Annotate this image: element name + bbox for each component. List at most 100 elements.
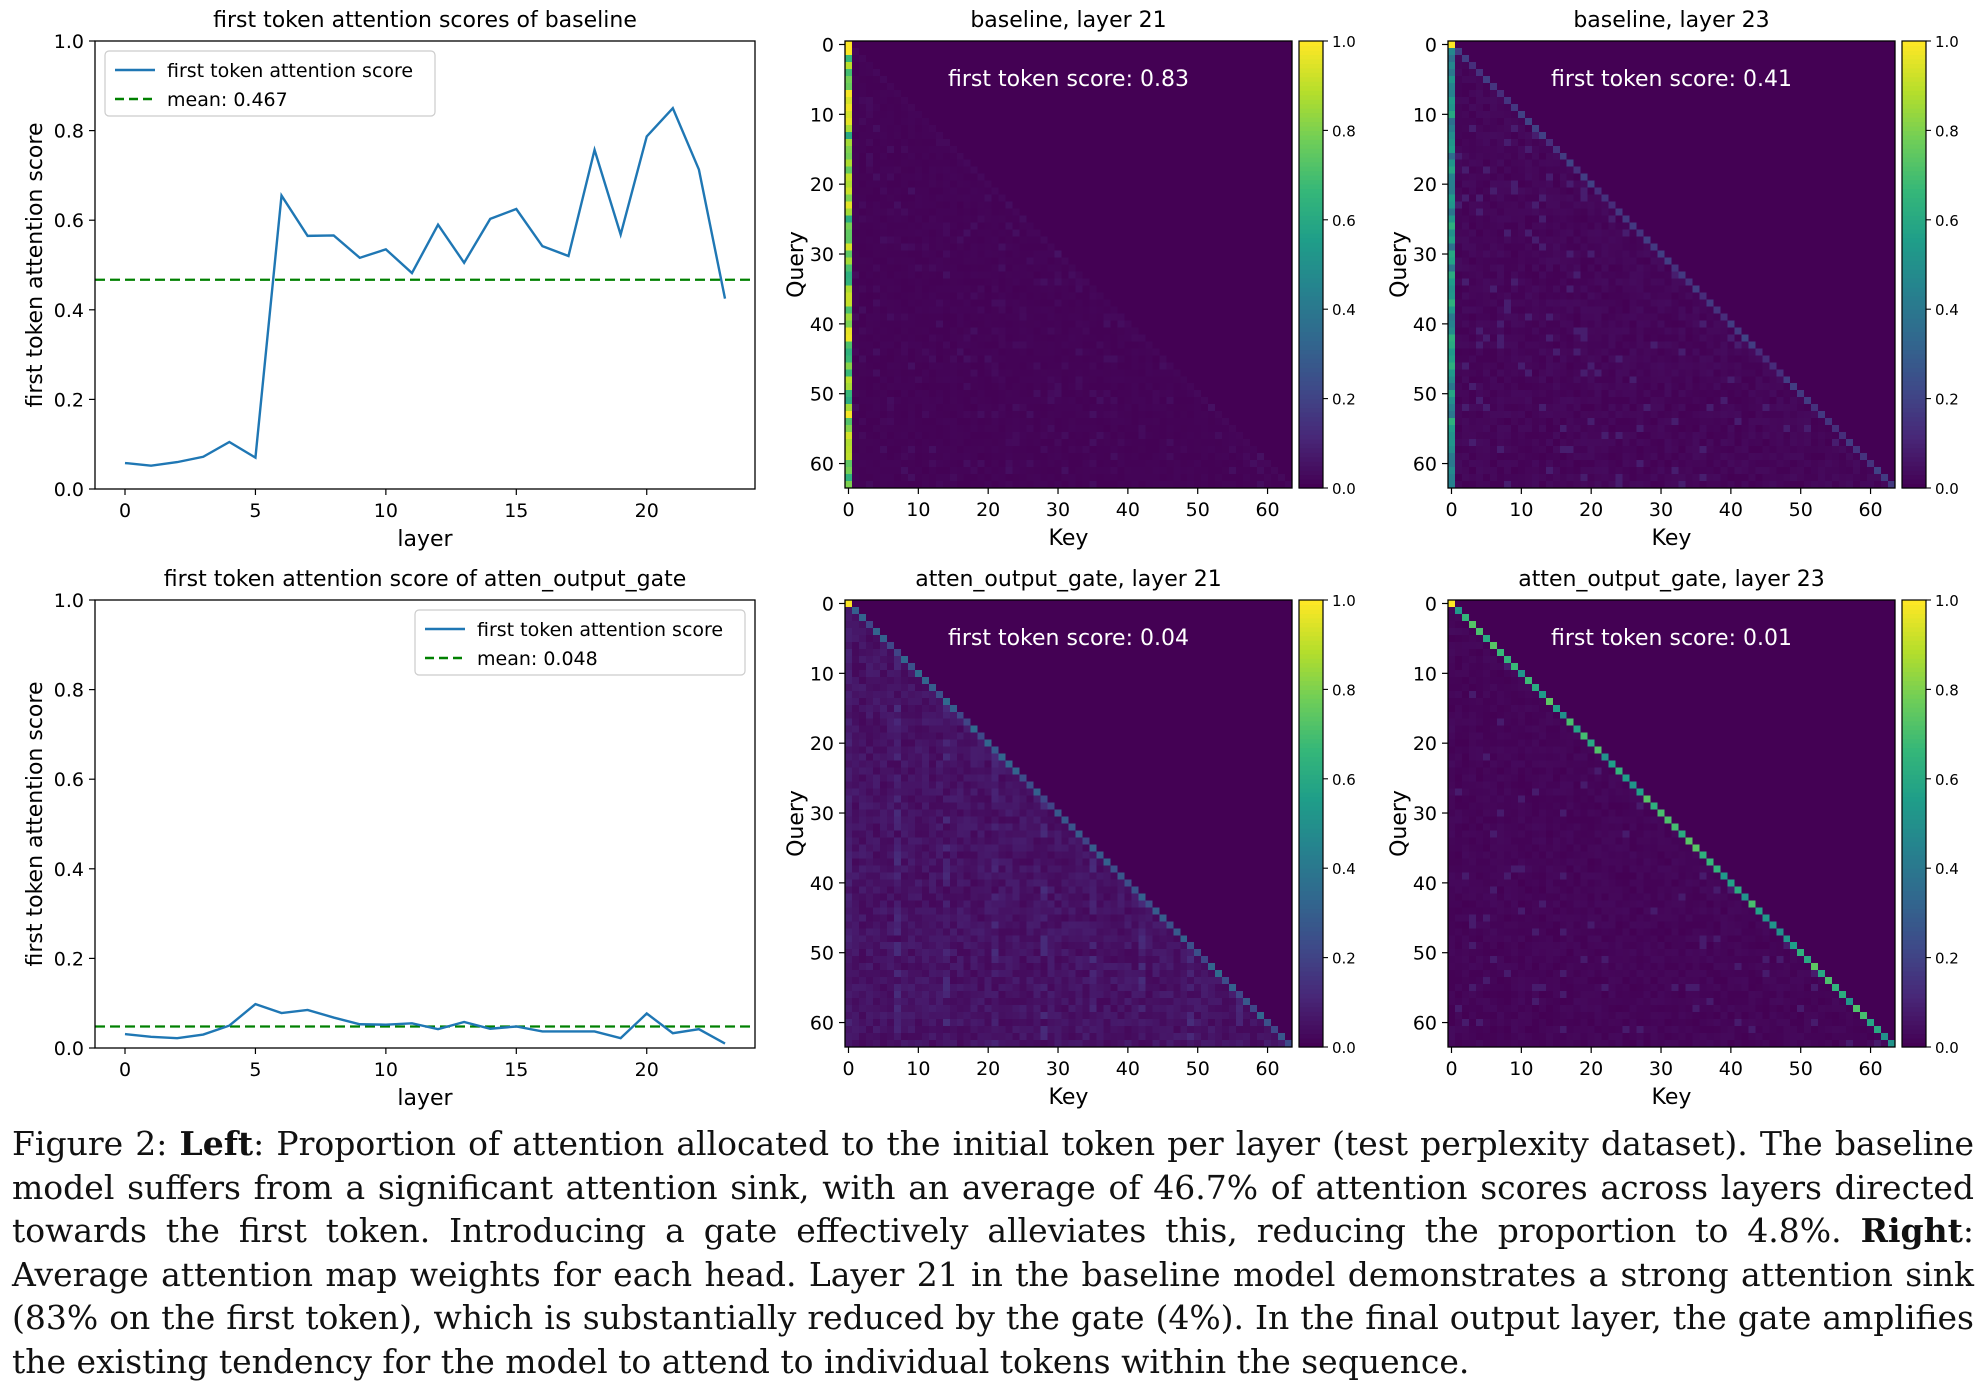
heatmap-cell: [880, 230, 887, 237]
heatmap-cell: [1013, 104, 1020, 111]
heatmap-cell: [1173, 237, 1180, 244]
heatmap-cell: [1075, 153, 1082, 160]
heatmap-cell: [1110, 188, 1117, 195]
heatmap-cell: [1285, 160, 1292, 167]
heatmap-cell: [1166, 439, 1173, 446]
heatmap-cell: [1208, 474, 1215, 481]
heatmap-cell: [1201, 90, 1208, 97]
heatmap-cell: [1490, 76, 1497, 83]
heatmap-cell: [901, 167, 908, 174]
heatmap-cell: [1159, 418, 1166, 425]
heatmap-cell: [1250, 446, 1257, 453]
heatmap-cell: [1020, 285, 1027, 292]
heatmap-cell: [964, 362, 971, 369]
heatmap-cell: [1194, 69, 1201, 76]
heatmap-cell: [964, 355, 971, 362]
heatmap-cell: [1152, 41, 1159, 48]
heatmap-cell: [866, 306, 873, 313]
heatmap-cell: [866, 411, 873, 418]
heatmap-cell: [908, 181, 915, 188]
heatmap-cell: [894, 83, 901, 90]
heatmap-cell: [1131, 376, 1138, 383]
heatmap-cell: [1264, 55, 1271, 62]
heatmap-cell: [943, 251, 950, 258]
heatmap-cell: [1720, 111, 1727, 118]
heatmap-cell: [1062, 244, 1069, 251]
heatmap-cell: [1208, 237, 1215, 244]
heatmap-cell: [1006, 306, 1013, 313]
heatmap-cell: [1888, 48, 1895, 55]
heatmap-cell: [845, 216, 852, 223]
heatmap-cell: [985, 334, 992, 341]
heatmap-cell: [1257, 439, 1264, 446]
heatmap-cell: [1194, 90, 1201, 97]
heatmap-cell: [1145, 118, 1152, 125]
heatmap-cell: [936, 265, 943, 272]
series-line: [125, 108, 725, 466]
heatmap-cell: [908, 174, 915, 181]
heatmap-cell: [887, 320, 894, 327]
heatmap-cell: [1264, 167, 1271, 174]
heatmap-cell: [957, 181, 964, 188]
heatmap-cell: [1096, 174, 1103, 181]
heatmap-cell: [1846, 62, 1853, 69]
heatmap-cell: [1159, 146, 1166, 153]
heatmap-cell: [1159, 397, 1166, 404]
heatmap-cell: [1839, 90, 1846, 97]
heatmap-cell: [950, 453, 957, 460]
heatmap-cell: [1839, 41, 1846, 48]
heatmap-cell: [978, 104, 985, 111]
heatmap-cell: [915, 271, 922, 278]
heatmap-cell: [1250, 460, 1257, 467]
heatmap-cell: [859, 118, 866, 125]
heatmap-cell: [943, 411, 950, 418]
heatmap-cell: [992, 48, 999, 55]
heatmap-cell: [1048, 153, 1055, 160]
heatmap-cell: [1180, 481, 1187, 488]
heatmap-cell: [1222, 174, 1229, 181]
heatmap-cell: [943, 439, 950, 446]
heatmap-cell: [1257, 146, 1264, 153]
heatmap-cell: [1811, 104, 1818, 111]
heatmap-cell: [1013, 299, 1020, 306]
heatmap-cell: [1187, 195, 1194, 202]
heatmap-cell: [1027, 216, 1034, 223]
heatmap-cell: [1034, 209, 1041, 216]
heatmap-cell: [1062, 320, 1069, 327]
heatmap-cell: [1117, 132, 1124, 139]
heatmap-cell: [1062, 411, 1069, 418]
heatmap-cell: [1180, 439, 1187, 446]
heatmap-cell: [1145, 474, 1152, 481]
heatmap-cell: [1096, 111, 1103, 118]
heatmap-cell: [1145, 195, 1152, 202]
heatmap-cell: [873, 69, 880, 76]
heatmap-cell: [1166, 258, 1173, 265]
colorbar-segment: [1299, 86, 1323, 91]
heatmap-cell: [999, 48, 1006, 55]
heatmap-cell: [992, 111, 999, 118]
heatmap-cell: [964, 285, 971, 292]
heatmap-cell: [992, 460, 999, 467]
heatmap-cell: [852, 376, 859, 383]
heatmap-cell: [1166, 174, 1173, 181]
heatmap-cell: [922, 390, 929, 397]
heatmap-cell: [845, 139, 852, 146]
heatmap-cell: [1208, 404, 1215, 411]
heatmap-cell: [1048, 383, 1055, 390]
heatmap-cell: [880, 111, 887, 118]
heatmap-cell: [1020, 390, 1027, 397]
heatmap-cell: [1271, 69, 1278, 76]
colorbar-segment: [1299, 358, 1323, 363]
heatmap-cell: [1069, 397, 1076, 404]
heatmap-cell: [1469, 97, 1476, 104]
heatmap-cell: [1082, 244, 1089, 251]
heatmap-cell: [1187, 341, 1194, 348]
heatmap-cell: [1271, 41, 1278, 48]
heatmap-cell: [1250, 167, 1257, 174]
heatmap-cell: [1637, 48, 1644, 55]
heatmap-cell: [1490, 55, 1497, 62]
heatmap-cell: [964, 258, 971, 265]
heatmap-cell: [1215, 125, 1222, 132]
heatmap-cell: [1117, 202, 1124, 209]
heatmap-cell: [964, 216, 971, 223]
